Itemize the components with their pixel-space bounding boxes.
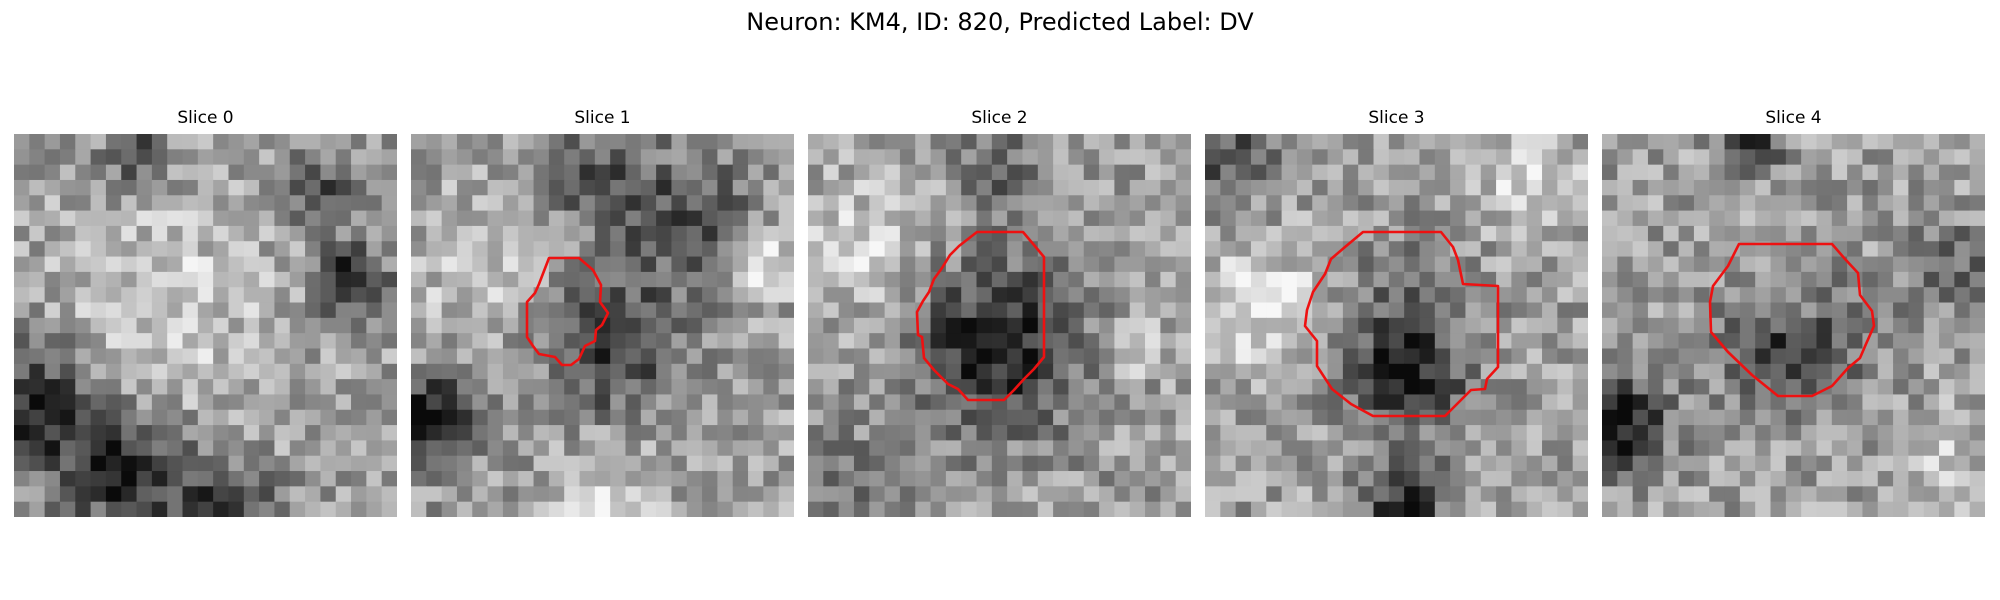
roi-outline-4 — [1708, 242, 1876, 398]
slice-panel-3: Slice 3 — [1205, 108, 1588, 517]
roi-outline-2 — [915, 230, 1046, 402]
slice-title-0: Slice 0 — [177, 108, 234, 128]
roi-outline-1 — [525, 256, 610, 367]
slice-panel-4: Slice 4 — [1602, 108, 1985, 517]
slice-title-2: Slice 2 — [971, 108, 1028, 128]
slice-title-4: Slice 4 — [1765, 108, 1822, 128]
slice-title-3: Slice 3 — [1368, 108, 1425, 128]
slice-title-1: Slice 1 — [574, 108, 631, 128]
microscopy-slice-image-3 — [1205, 134, 1588, 517]
slice-panel-1: Slice 1 — [411, 108, 794, 517]
microscopy-slice-image-0 — [14, 134, 397, 517]
figure-title: Neuron: KM4, ID: 820, Predicted Label: D… — [746, 8, 1254, 36]
microscopy-slice-image-4 — [1602, 134, 1985, 517]
slice-panel-2: Slice 2 — [808, 108, 1191, 517]
roi-outline-3 — [1303, 230, 1500, 418]
slice-panel-0: Slice 0 — [14, 108, 397, 517]
microscopy-slice-image-1 — [411, 134, 794, 517]
microscopy-slice-image-2 — [808, 134, 1191, 517]
